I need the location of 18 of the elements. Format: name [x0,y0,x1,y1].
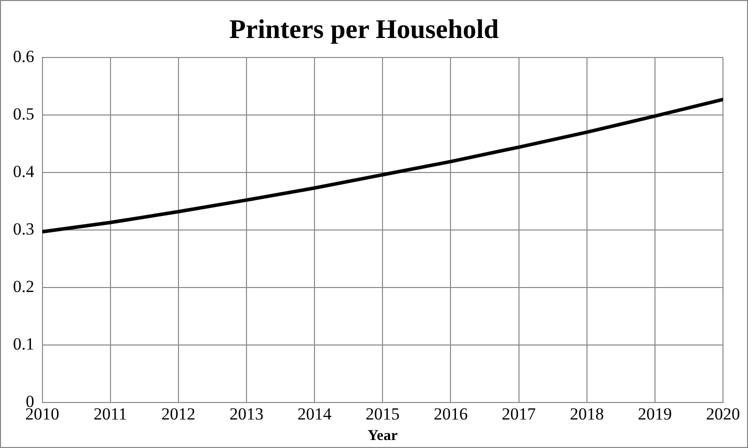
x-tick-label: 2011 [94,404,128,424]
y-tick-label: 0.5 [13,104,34,124]
y-tick-label: 0.1 [13,334,34,354]
x-tick-label: 2019 [638,404,672,424]
x-axis-title: Year [368,428,398,444]
x-tick-label: 2015 [366,404,400,424]
chart-title: Printers per Household [229,14,499,44]
x-tick-label: 2013 [229,404,264,424]
y-tick-label: 0.3 [13,219,34,238]
y-tick-label: 0.4 [13,162,35,181]
x-tick-label: 2017 [502,404,536,424]
y-tick-label: 0.2 [13,277,34,296]
x-tick-label: 2020 [706,404,740,424]
x-tick-label: 2014 [298,404,332,424]
x-tick-label: 2018 [570,404,604,424]
y-tick-label: 0.6 [13,46,34,66]
x-tick-label: 2016 [434,404,468,424]
x-tick-label: 2012 [161,404,196,424]
